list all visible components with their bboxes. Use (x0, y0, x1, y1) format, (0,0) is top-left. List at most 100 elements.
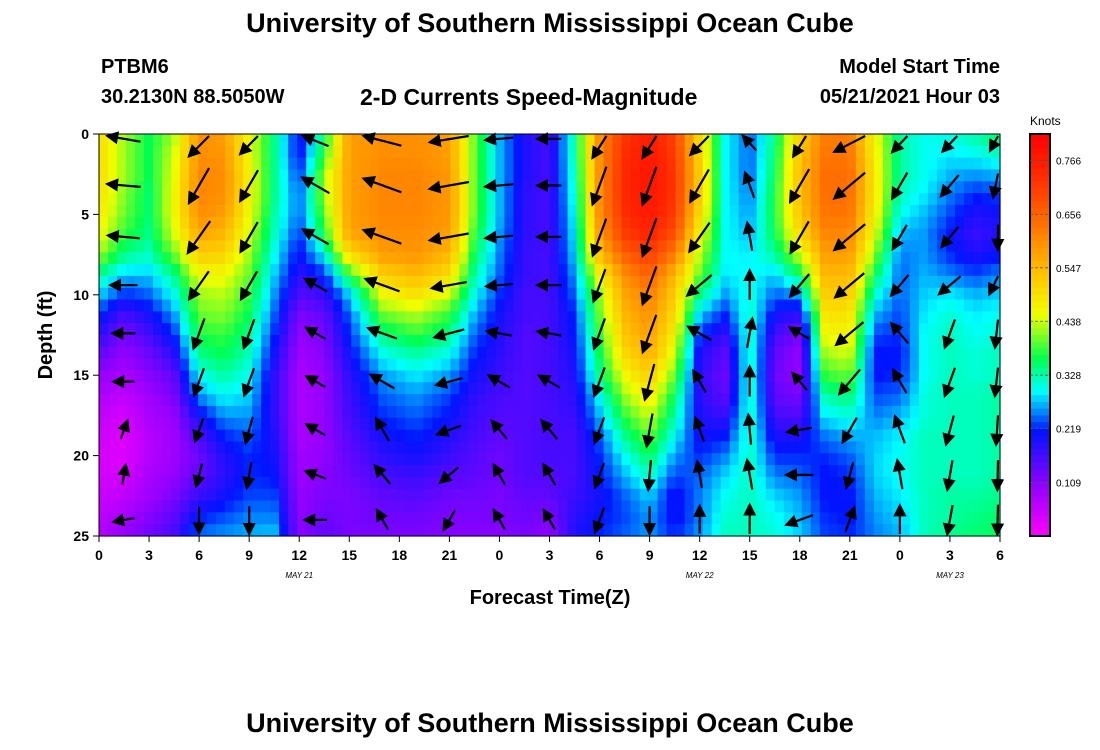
heatmap-cell (261, 382, 271, 395)
heatmap-cell (585, 264, 596, 277)
colorbar-tick-label: 0.766 (1056, 156, 1081, 167)
heatmap-cell (495, 441, 506, 454)
heatmap-cell (738, 476, 749, 490)
heatmap-cell (567, 181, 578, 194)
heatmap-cell (855, 500, 866, 513)
heatmap-cell (558, 323, 569, 336)
heatmap-cell (324, 405, 334, 419)
heatmap-cell (855, 216, 866, 230)
heatmap-cell (729, 335, 740, 348)
heatmap-cell (576, 169, 587, 182)
heatmap-cell (747, 252, 758, 265)
heatmap-cell (873, 500, 884, 513)
heatmap-cell (423, 405, 433, 419)
heatmap-cell (783, 476, 794, 490)
heatmap-cell (378, 382, 388, 395)
current-vector (990, 504, 1005, 537)
heatmap-cell (504, 228, 515, 242)
heatmap-cell (153, 193, 163, 206)
heatmap-cell (468, 275, 479, 289)
heatmap-cell (351, 193, 361, 206)
current-vector (373, 463, 392, 485)
heatmap-cell (297, 465, 307, 478)
heatmap-cell (918, 204, 929, 218)
heatmap-cell (279, 394, 289, 407)
heatmap-cell (801, 394, 812, 407)
heatmap-cell (162, 417, 172, 431)
heatmap-cell (117, 335, 127, 348)
heatmap-cell (189, 488, 199, 502)
heatmap-cell (612, 394, 623, 407)
y-axis-label: Depth (ft) (35, 291, 57, 380)
heatmap-cell (648, 216, 659, 230)
heatmap-cell (216, 524, 226, 537)
heatmap-cell (306, 346, 316, 360)
heatmap-cell (675, 405, 686, 419)
heatmap-cell (900, 500, 911, 513)
heatmap-cell (621, 311, 632, 324)
heatmap-cell (360, 335, 370, 348)
heatmap-cell (567, 476, 578, 490)
heatmap-cell (684, 275, 695, 289)
heatmap-cell (324, 382, 334, 395)
heatmap-cell (909, 335, 920, 348)
heatmap-cell (135, 228, 145, 242)
heatmap-cell (486, 476, 497, 490)
heatmap-cell (171, 311, 181, 324)
heatmap-cell (117, 453, 127, 466)
heatmap-cell (918, 370, 929, 383)
heatmap-cell (396, 441, 406, 454)
heatmap-cell (423, 264, 433, 277)
current-vector (241, 318, 256, 351)
heatmap-cell (837, 157, 848, 171)
heatmap-cell (810, 465, 821, 478)
heatmap-cell (252, 299, 262, 312)
current-vector (486, 374, 511, 389)
heatmap-cell (981, 429, 992, 443)
heatmap-cell (378, 500, 388, 513)
heatmap-cell (306, 335, 316, 348)
heatmap-cell (207, 488, 217, 502)
heatmap-cell (918, 335, 929, 348)
x-tick-label: 15 (742, 547, 758, 563)
heatmap-cell (387, 252, 397, 265)
heatmap-cell (990, 417, 1001, 431)
heatmap-cell (234, 524, 244, 537)
heatmap-cell (315, 429, 325, 443)
heatmap-cell (783, 524, 794, 537)
heatmap-cell (567, 358, 578, 372)
heatmap-cell (387, 335, 397, 348)
heatmap-cell (729, 228, 740, 242)
heatmap-cell (576, 500, 587, 513)
heatmap-cell (927, 287, 938, 301)
heatmap-cell (702, 465, 713, 478)
current-vector (844, 505, 857, 533)
heatmap-cell (657, 346, 668, 360)
heatmap-cell (108, 465, 118, 478)
heatmap-cell (873, 287, 884, 301)
heatmap-cell (342, 216, 352, 230)
current-vector (438, 466, 460, 485)
heatmap-cell (747, 512, 758, 525)
heatmap-cell (126, 228, 136, 242)
heatmap-cell (738, 228, 749, 242)
heatmap-cell (855, 299, 866, 312)
heatmap-cell (216, 429, 226, 443)
heatmap-cell (990, 169, 1001, 182)
heatmap-cell (720, 453, 731, 466)
heatmap-cell (648, 512, 659, 525)
heatmap-cell (531, 465, 542, 478)
heatmap-cell (882, 417, 893, 431)
heatmap-cell (324, 465, 334, 478)
heatmap-cell (927, 429, 938, 443)
heatmap-cell (918, 240, 929, 253)
heatmap-cell (531, 193, 542, 206)
heatmap-cell (792, 441, 803, 454)
heatmap-cell (693, 204, 704, 218)
heatmap-cell (234, 405, 244, 419)
heatmap-cell (243, 346, 253, 360)
heatmap-cell (774, 252, 785, 265)
heatmap-cell (630, 358, 641, 372)
heatmap-cell (711, 476, 722, 490)
heatmap-cell (657, 252, 668, 265)
